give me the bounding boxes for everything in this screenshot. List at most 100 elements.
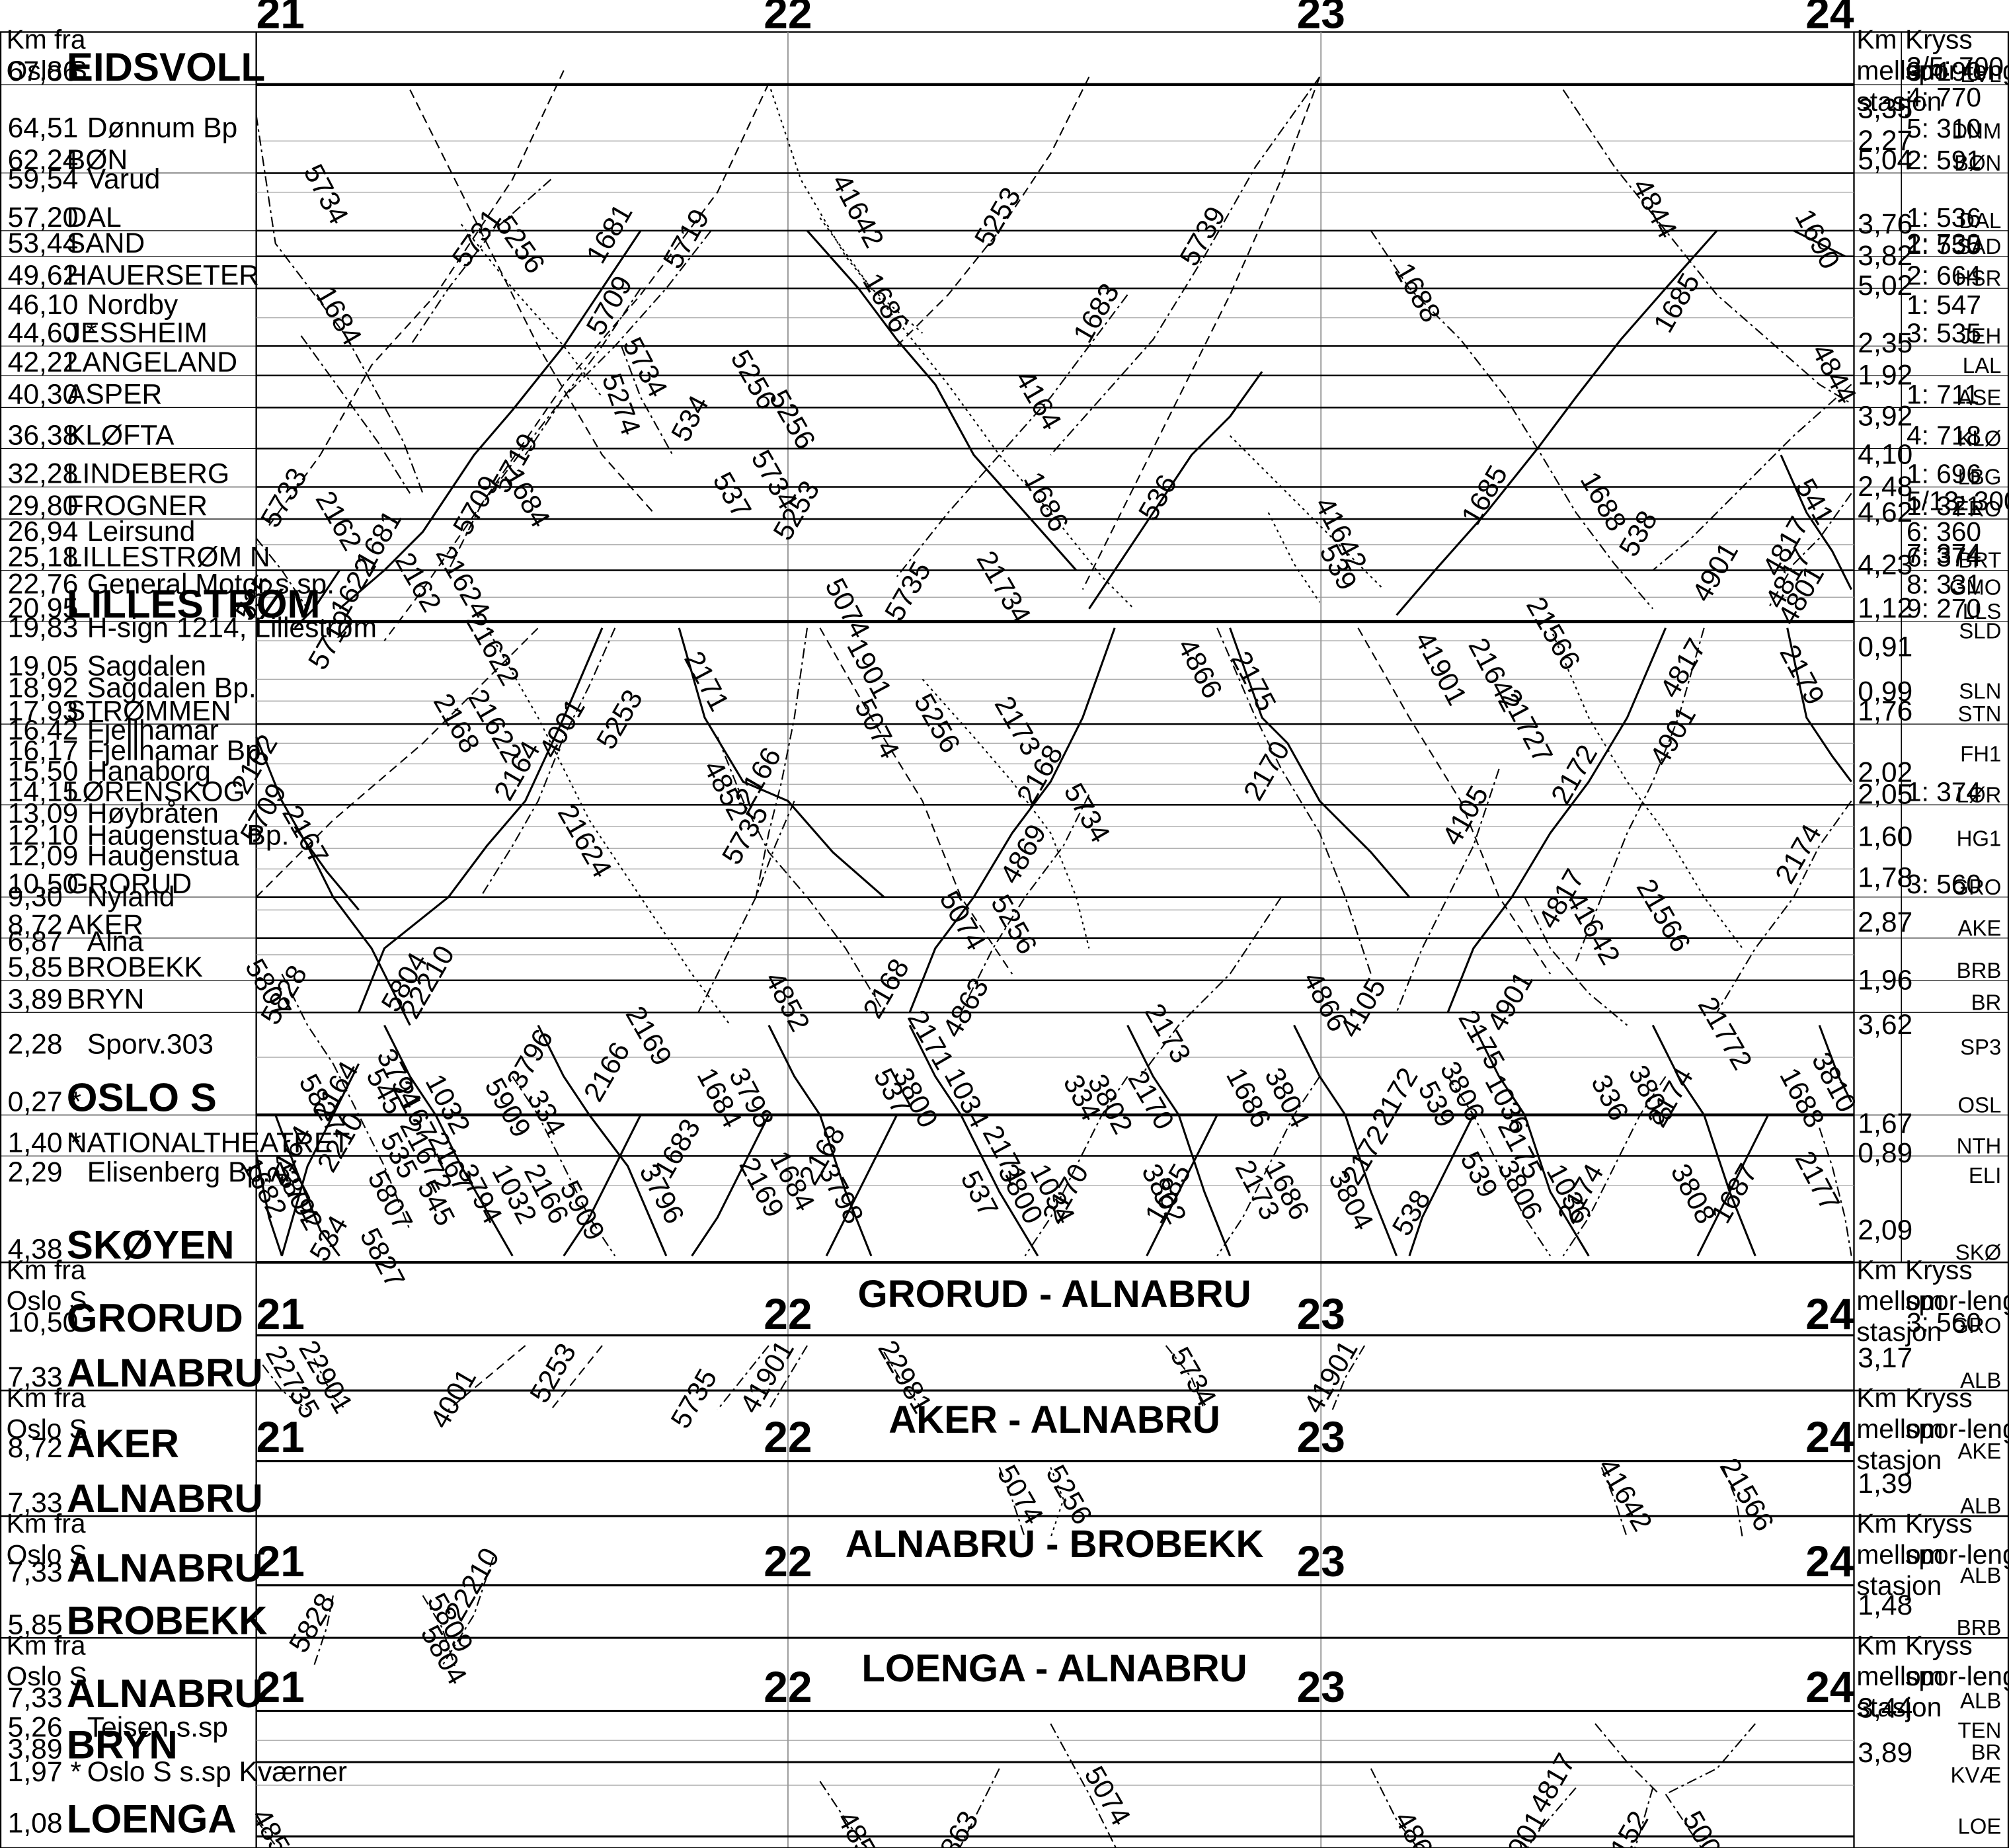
station-km: 2,28 [8,1028,63,1060]
train-path [486,627,731,1026]
station-name: NATIONALTHEATRET [67,1127,350,1159]
station-km: 2,29 [8,1156,63,1188]
station-abbr: NTH [1957,1133,2002,1158]
train-path [1082,76,1321,590]
train-path [1050,1466,1064,1539]
train-path [1408,1114,1475,1257]
station-name: General Motor s.sp. [87,568,335,600]
crossing-length: 3: 560 [1907,1307,1981,1338]
station-name: ALNABRU [67,1546,263,1590]
station-name: KLØFTA [67,420,175,452]
train-number: 3808 [1665,1159,1722,1229]
station-name: Alna [87,926,144,957]
train-path [1140,897,1282,1077]
station-name: Nyland [87,881,175,912]
train-number: 21566 [1520,592,1587,676]
train-number: 4817 [1523,1748,1582,1818]
station-km: 15,50 [8,755,79,787]
station-abbr: AKE [1957,1439,2001,1463]
train-path [1267,512,1321,603]
crossing-length: 2: 730 [1907,228,1981,259]
hour-label: 23 [1297,1537,1345,1586]
station-abbr: STN [1957,702,2001,726]
station-name: SKØYEN [67,1223,235,1267]
station-km: 36,38 [8,420,79,452]
station-km: 7,33 [8,1556,63,1588]
train-path [1595,1723,1660,1795]
station-name: AKER [67,909,143,941]
station-abbr: ALB [1960,1563,2001,1587]
station-km: 17,93 [8,695,79,727]
station-name: LØRENSKOG [67,776,245,807]
train-number: 21622 [459,607,526,691]
hour-label: 23 [1297,1412,1345,1461]
train-path [768,1024,873,1257]
train-number: 2166 [578,1037,637,1107]
crossing-length: 1: 374 [1907,776,1981,807]
train-number: 1686 [856,268,915,338]
train-path [1786,627,1852,783]
station-name: Varud [87,163,161,195]
station-abbr: LAL [1963,353,2002,378]
train-number: 5733 [255,463,313,533]
segment-distance: 2,35 [1858,327,1912,359]
sub-section-title: ALNABRU - BROBEKK [846,1523,1264,1566]
station-abbr: SLN [1959,678,2001,703]
train-number: 537 [707,467,758,524]
train-number: 5256 [984,889,1043,959]
crossing-length: 1: 696 [1907,459,1981,489]
crossing-length: 9: 270 [1907,593,1981,623]
station-name: Leirsund [87,516,196,547]
train-path [1024,1076,1128,1257]
segment-distance: 1,12 [1858,592,1912,624]
train-path [1396,768,1500,1013]
station-km: 53,44 [8,227,79,259]
km-between-header: Km mellom stasjon [1856,1508,1943,1601]
train-number: 4866 [1388,1806,1447,1848]
station-abbr: DAL [1959,208,2001,233]
hour-label: 24 [1805,1412,1854,1461]
crossing-length: 6: 374 [1907,542,1981,573]
station-name: Sporv.303 [87,1028,214,1060]
train-path [1819,1127,1852,1256]
station-abbr: TEN [1957,1718,2001,1742]
station-km: 16,17 [8,735,79,766]
station-abbr: ELI [1969,1163,2001,1187]
train-path [998,1466,1026,1539]
station-km: 6,87 [8,926,63,957]
train-number: 3798 [812,1159,870,1229]
station-name: DAL [67,202,122,233]
station-name: Elisenberg Bp.A [87,1156,290,1188]
station-km: 20,95 [8,592,79,624]
train-path [697,801,795,1013]
station-abbr: BR [1971,1740,2002,1764]
sub-frame [0,1636,2009,1848]
station-km: 67,86 [8,56,79,87]
station-name: Dønnum Bp [87,112,237,143]
station-abbr: JEH [1960,323,2001,348]
station-name: ALNABRU [67,1351,263,1395]
station-name: LINDEBERG [67,458,229,490]
train-path [524,230,712,456]
train-path [1050,1723,1117,1848]
train-path [1146,1114,1218,1257]
segment-distance: 2,02 [1858,756,1912,788]
train-path [1396,229,1718,616]
km-between-header: Km mellom stasjon [1856,1630,1943,1722]
train-number: 1684 [498,463,557,533]
station-name: Haugenstua Bp. [87,819,290,851]
station-abbr: HG1 [1957,826,2002,850]
station-km: 49,62 [8,259,79,291]
segment-distance: 0,99 [1858,676,1912,707]
train-number: 41642 [1592,1453,1659,1537]
train-path [717,737,885,1013]
station-abbr: KLØ [1957,426,2001,451]
train-number: 5739 [1173,201,1232,271]
station-abbr: ALB [1960,1689,2001,1713]
station-abbr: SKØ [1955,1240,2002,1264]
train-path [1780,454,1852,590]
station-km: 44,60 * [8,317,97,349]
segment-distance: 3,82 [1858,240,1912,272]
